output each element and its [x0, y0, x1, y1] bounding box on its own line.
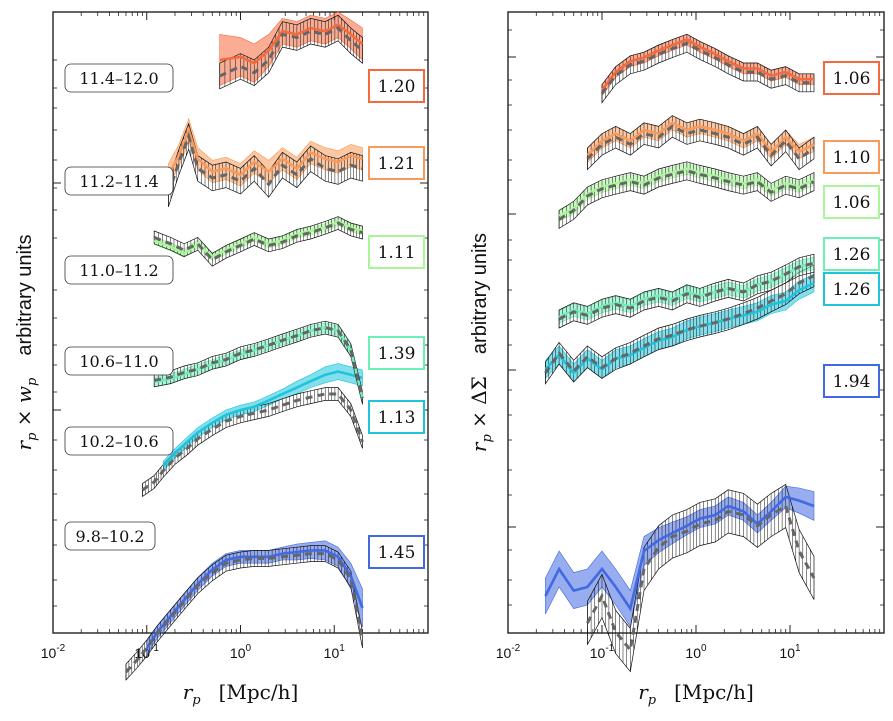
model-error-band	[219, 14, 363, 90]
mass-bin-box	[64, 166, 174, 196]
model-error-band	[153, 320, 363, 405]
x-tick-label: 10-2	[41, 643, 66, 661]
ratio-box	[823, 364, 880, 398]
series-3: 1.26	[558, 237, 880, 329]
series-1: 1.94	[544, 364, 880, 673]
mass-bin-label: 11.4–12.0	[79, 69, 158, 88]
series-2: 1.13 10.2–10.6	[64, 363, 425, 498]
ratio-box	[823, 237, 880, 271]
model-error-band	[558, 161, 815, 230]
x-tick-label: 101	[779, 643, 801, 661]
ratio-box	[368, 336, 425, 370]
model-line	[600, 41, 814, 95]
ratio-box	[823, 272, 880, 306]
series-6: 1.20 11.4–12.0	[64, 11, 425, 103]
model-line	[153, 326, 364, 399]
ratio-box	[368, 535, 425, 569]
data-line	[600, 38, 814, 91]
model-error-band	[168, 122, 363, 207]
ratio-label: 1.26	[833, 280, 871, 300]
ratio-label: 1.13	[378, 408, 416, 428]
model-error-band	[587, 115, 815, 171]
mass-bin-label: 10.6–11.0	[79, 352, 158, 371]
data-error-band	[558, 163, 815, 222]
x-tick-label: 100	[685, 643, 707, 661]
series-6: 1.06	[600, 33, 880, 104]
ratio-box	[368, 400, 425, 434]
model-line	[544, 274, 815, 374]
mass-bin-label: 9.8–10.2	[75, 527, 144, 546]
data-line	[219, 23, 364, 65]
mass-bin-label: 10.2–10.6	[79, 432, 158, 451]
left-panel: 10-2 10-1 100 1011.459.8–10.21.1310.2–10.61…	[41, 11, 429, 681]
ratio-box	[823, 185, 880, 219]
mass-bin-box	[64, 255, 174, 285]
model-error-band	[587, 483, 815, 673]
data-error-band	[168, 117, 363, 187]
model-error-band	[601, 33, 815, 104]
data-error-band	[558, 256, 815, 324]
data-line	[544, 495, 815, 612]
model-line	[219, 26, 364, 78]
ratio-label: 1.20	[378, 77, 416, 97]
ratio-box	[368, 69, 425, 103]
data-error-band	[146, 540, 363, 656]
model-line	[124, 552, 364, 674]
model-line	[166, 131, 363, 195]
series-5: 1.21 11.2–11.4	[64, 117, 425, 207]
data-error-band	[163, 363, 363, 472]
x-tick-label: 10-2	[496, 643, 521, 661]
mass-bin-box	[64, 346, 174, 376]
ratio-label: 1.10	[833, 148, 871, 168]
ratio-label: 1.45	[378, 543, 416, 563]
x-tick-label: 101	[324, 643, 346, 661]
model-error-band	[153, 216, 363, 267]
mass-bin-box	[64, 63, 174, 93]
series-2: 1.26	[544, 264, 880, 385]
ratio-box	[823, 140, 880, 174]
data-line	[162, 370, 363, 467]
y-axis-label: rp × wparbitrary units	[12, 235, 40, 451]
model-error-band	[558, 253, 815, 329]
data-line	[167, 126, 363, 177]
data-line	[586, 121, 815, 157]
series-5: 1.10	[586, 115, 880, 174]
model-line	[153, 221, 363, 262]
ratio-label: 1.94	[833, 372, 871, 392]
series-1: 1.45 9.8–10.2	[64, 521, 425, 681]
ratio-label: 1.21	[378, 154, 416, 174]
mass-bin-box	[64, 426, 174, 456]
data-error-band	[153, 322, 363, 403]
ratio-label: 1.06	[833, 193, 871, 213]
x-axis-label: rp [Mpc/h]	[183, 680, 299, 708]
mass-bin-box	[64, 521, 156, 551]
model-line	[558, 169, 815, 221]
axis-labels: rp [Mpc/h] rp × wparbitrary units rp [Mpc/h]…	[12, 233, 754, 708]
data-line	[558, 261, 815, 319]
x-tick-label: 100	[230, 643, 252, 661]
ratio-box	[823, 61, 880, 95]
series-3: 1.39 10.6–11.0	[64, 320, 425, 405]
y-axis-label: rp × ΔΣarbitrary units	[467, 233, 495, 452]
ratio-label: 1.26	[833, 245, 871, 265]
ratio-box	[368, 235, 425, 269]
model-error-band	[545, 264, 815, 385]
model-line	[558, 261, 815, 321]
mass-bin-label: 11.0–11.2	[79, 261, 158, 280]
model-line	[586, 503, 816, 654]
ratio-label: 1.11	[378, 243, 416, 263]
model-error-band	[125, 545, 363, 681]
x-axis-label: rp [Mpc/h]	[638, 680, 754, 708]
x-tick-label: 10-1	[590, 643, 615, 661]
series-4: 1.11 11.0–11.2	[64, 216, 425, 285]
ratio-label: 1.06	[833, 69, 871, 89]
mass-bin-label: 11.2–11.4	[79, 172, 158, 191]
series-4: 1.06	[558, 161, 880, 230]
ratio-label: 1.39	[378, 344, 416, 364]
ratio-box	[368, 146, 425, 180]
right-panel: 10-2 10-1 100 101 1.94 1.26 1.26 1.06 1.10 1.06	[496, 11, 885, 673]
